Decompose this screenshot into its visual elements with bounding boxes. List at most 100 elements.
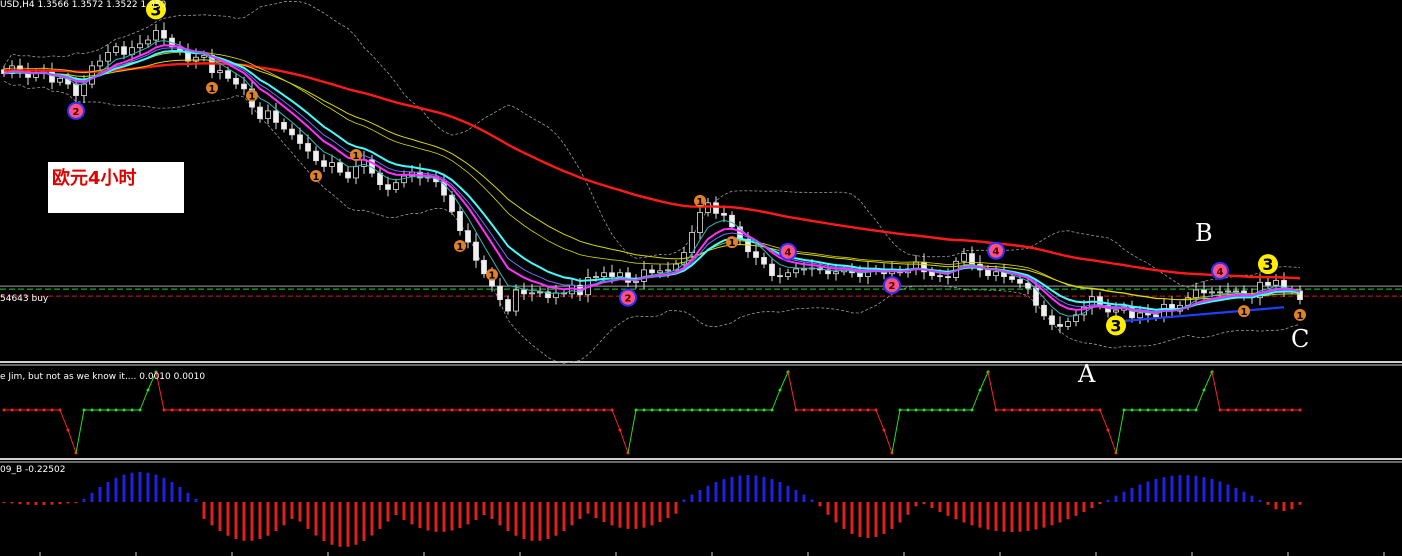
histogram-bar: [466, 502, 470, 525]
candle: [225, 66, 231, 82]
histogram-bar: [554, 502, 558, 536]
histogram-bar: [186, 492, 190, 502]
indicator1-segment: [619, 429, 629, 454]
indicator1-dot: [1298, 408, 1302, 412]
wave-marker-label: 2: [625, 294, 632, 305]
histogram-bar: [2, 502, 6, 503]
wave-marker: 1: [454, 239, 466, 253]
candle-body: [337, 162, 343, 173]
candle-body: [761, 257, 767, 265]
wave-marker: 4: [987, 241, 1005, 260]
candle-body: [993, 271, 999, 277]
histogram-bar: [402, 502, 406, 520]
wave-marker: 4: [1211, 261, 1229, 280]
indicator1-label: e Jim, but not as we know it.... 0.0010 …: [0, 372, 206, 382]
histogram-bar: [1098, 502, 1102, 505]
indicator1-segment: [1099, 409, 1109, 431]
candle: [1073, 309, 1079, 327]
histogram-bar: [1042, 502, 1046, 528]
candle-body: [137, 43, 143, 49]
candle-body: [777, 275, 783, 278]
candle: [529, 284, 535, 302]
candle: [465, 223, 471, 249]
wave-marker-label: 3: [1262, 255, 1273, 274]
histogram-bar: [242, 502, 246, 541]
histogram-bar: [682, 499, 686, 502]
histogram-bar: [298, 502, 302, 522]
histogram-bar: [626, 502, 630, 529]
candle: [721, 205, 727, 223]
wave-marker-circle: [1238, 305, 1250, 318]
histogram-bar: [1090, 502, 1094, 509]
indicator1-segment: [1195, 389, 1205, 411]
histogram-bar: [1266, 502, 1270, 505]
candle: [241, 76, 247, 96]
histogram-bar: [1138, 484, 1142, 502]
candle-body: [465, 230, 471, 243]
wave-marker: 1: [694, 194, 706, 208]
wave-marker-circle: [69, 103, 83, 118]
histogram-bar: [426, 502, 430, 531]
candle: [913, 254, 919, 276]
candle-body: [105, 52, 111, 62]
wave-marker-circle: [310, 170, 322, 183]
histogram-bar: [778, 482, 782, 502]
wave-marker: 1: [1294, 308, 1306, 322]
wave-marker: 1: [1238, 305, 1250, 318]
histogram-bar: [714, 482, 718, 502]
candle: [1233, 286, 1239, 295]
candle-body: [697, 212, 703, 233]
wave-marker: 1: [726, 236, 738, 249]
histogram-bar: [706, 485, 710, 502]
indicator1-segment: [611, 409, 621, 431]
histogram-bar: [250, 502, 254, 541]
histogram-bar: [418, 502, 422, 528]
histogram-bar: [818, 502, 822, 507]
indicator2-histogram: [2, 472, 1302, 547]
wave-marker-label: 1: [697, 197, 704, 208]
candle-body: [497, 285, 503, 300]
histogram-bar: [538, 502, 542, 541]
candle: [273, 102, 279, 130]
candle: [497, 278, 503, 307]
wave-marker: 1: [206, 81, 218, 95]
candle-body: [945, 276, 951, 278]
candle-body: [1217, 291, 1223, 294]
histogram-bar: [930, 502, 934, 509]
candle-body: [49, 70, 55, 83]
histogram-bar: [730, 476, 734, 502]
candle: [641, 261, 647, 289]
candle: [313, 146, 319, 165]
candle: [729, 211, 735, 231]
histogram-bar: [570, 502, 574, 526]
candle-body: [1225, 290, 1231, 293]
histogram-bar: [858, 502, 862, 537]
candle-body: [1025, 282, 1031, 289]
candle: [281, 118, 287, 133]
histogram-bar: [866, 502, 870, 538]
histogram-bar: [482, 502, 486, 516]
candle-body: [1201, 289, 1207, 294]
candle: [625, 267, 631, 288]
candle-body: [729, 214, 735, 228]
candle-body: [153, 30, 159, 41]
candle: [993, 265, 999, 282]
histogram-bar: [178, 487, 182, 502]
histogram-bar: [330, 502, 334, 545]
candle-body: [1017, 279, 1023, 284]
wave-marker-circle: [454, 239, 466, 252]
candle: [521, 282, 527, 301]
ma-slow-red: [3, 62, 1301, 280]
histogram-bar: [890, 502, 894, 529]
candle: [121, 41, 127, 60]
candle: [865, 261, 871, 285]
candle-body: [1073, 314, 1079, 323]
candle: [1137, 305, 1143, 324]
histogram-bar: [82, 498, 86, 502]
candle: [321, 154, 327, 172]
wave-marker-label: 3: [150, 0, 161, 19]
candle-body: [521, 289, 527, 295]
candle: [505, 295, 511, 315]
candle: [113, 42, 119, 56]
